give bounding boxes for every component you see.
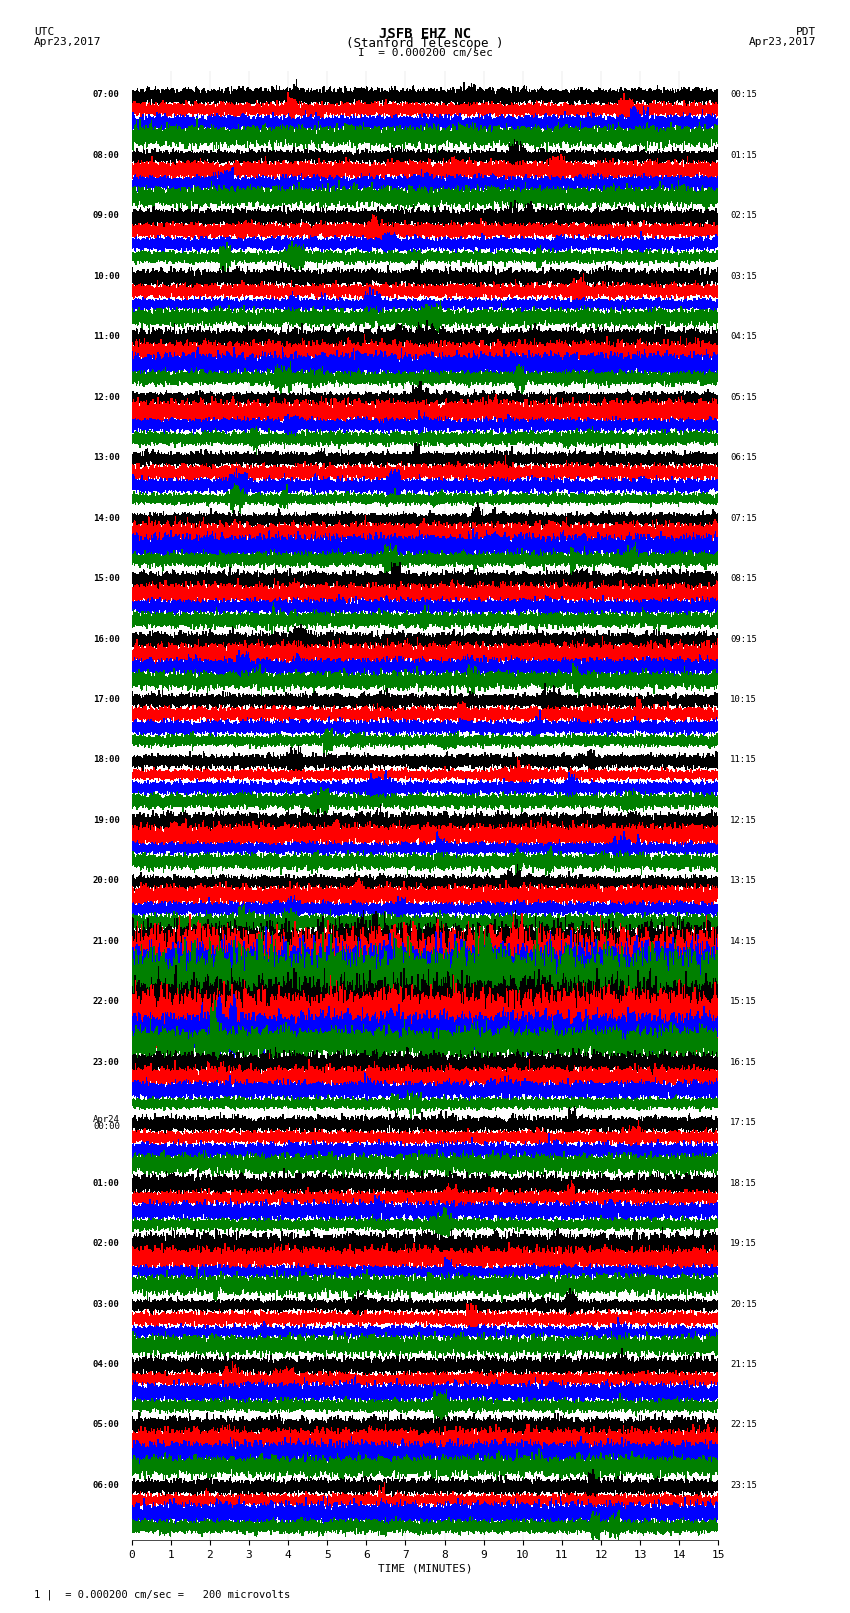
Text: 12:00: 12:00 — [93, 392, 120, 402]
Text: 08:00: 08:00 — [93, 152, 120, 160]
Text: PDT: PDT — [796, 27, 816, 37]
Text: 23:00: 23:00 — [93, 1058, 120, 1066]
Text: 22:15: 22:15 — [730, 1421, 757, 1429]
Text: 04:15: 04:15 — [730, 332, 757, 342]
Text: 01:15: 01:15 — [730, 152, 757, 160]
Text: 07:00: 07:00 — [93, 90, 120, 100]
Text: 17:00: 17:00 — [93, 695, 120, 703]
Text: 17:15: 17:15 — [730, 1118, 757, 1127]
Text: 11:00: 11:00 — [93, 332, 120, 342]
Text: 15:15: 15:15 — [730, 997, 757, 1007]
Text: 05:15: 05:15 — [730, 392, 757, 402]
Text: 01:00: 01:00 — [93, 1179, 120, 1187]
Text: 10:15: 10:15 — [730, 695, 757, 703]
Text: 08:15: 08:15 — [730, 574, 757, 582]
Text: 00:00: 00:00 — [93, 1123, 120, 1131]
Text: 09:15: 09:15 — [730, 634, 757, 644]
Text: Apr24: Apr24 — [93, 1116, 120, 1124]
Text: I  = 0.000200 cm/sec: I = 0.000200 cm/sec — [358, 48, 492, 58]
Text: 09:00: 09:00 — [93, 211, 120, 221]
Text: 13:00: 13:00 — [93, 453, 120, 463]
Text: 21:15: 21:15 — [730, 1360, 757, 1369]
Text: 14:15: 14:15 — [730, 937, 757, 945]
Text: 18:15: 18:15 — [730, 1179, 757, 1187]
Text: 16:00: 16:00 — [93, 634, 120, 644]
Text: 00:15: 00:15 — [730, 90, 757, 100]
X-axis label: TIME (MINUTES): TIME (MINUTES) — [377, 1565, 473, 1574]
Text: UTC: UTC — [34, 27, 54, 37]
Text: 19:15: 19:15 — [730, 1239, 757, 1248]
Text: 05:00: 05:00 — [93, 1421, 120, 1429]
Text: 21:00: 21:00 — [93, 937, 120, 945]
Text: 07:15: 07:15 — [730, 513, 757, 523]
Text: 11:15: 11:15 — [730, 755, 757, 765]
Text: 23:15: 23:15 — [730, 1481, 757, 1490]
Text: 18:00: 18:00 — [93, 755, 120, 765]
Text: 06:00: 06:00 — [93, 1481, 120, 1490]
Text: 20:15: 20:15 — [730, 1300, 757, 1308]
Text: 12:15: 12:15 — [730, 816, 757, 824]
Text: 16:15: 16:15 — [730, 1058, 757, 1066]
Text: 19:00: 19:00 — [93, 816, 120, 824]
Text: 15:00: 15:00 — [93, 574, 120, 582]
Text: (Stanford Telescope ): (Stanford Telescope ) — [346, 37, 504, 50]
Text: 14:00: 14:00 — [93, 513, 120, 523]
Text: 20:00: 20:00 — [93, 876, 120, 886]
Text: 02:15: 02:15 — [730, 211, 757, 221]
Text: 02:00: 02:00 — [93, 1239, 120, 1248]
Text: 06:15: 06:15 — [730, 453, 757, 463]
Text: 03:00: 03:00 — [93, 1300, 120, 1308]
Text: 10:00: 10:00 — [93, 271, 120, 281]
Text: 13:15: 13:15 — [730, 876, 757, 886]
Text: JSFB EHZ NC: JSFB EHZ NC — [379, 27, 471, 42]
Text: Apr23,2017: Apr23,2017 — [34, 37, 101, 47]
Text: 03:15: 03:15 — [730, 271, 757, 281]
Text: Apr23,2017: Apr23,2017 — [749, 37, 816, 47]
Text: 1 |  = 0.000200 cm/sec =   200 microvolts: 1 | = 0.000200 cm/sec = 200 microvolts — [34, 1589, 290, 1600]
Text: 22:00: 22:00 — [93, 997, 120, 1007]
Text: 04:00: 04:00 — [93, 1360, 120, 1369]
